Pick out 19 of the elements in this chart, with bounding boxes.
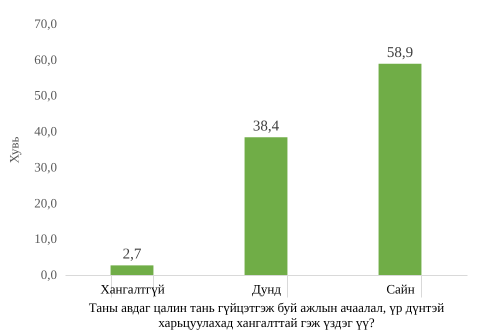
y-tick-label: 0,0 [40,267,57,282]
data-label: 38,4 [252,118,280,134]
y-tick-label: 70,0 [34,16,57,31]
y-tick-label: 60,0 [34,52,57,67]
data-label: 58,9 [386,44,414,61]
data-label: 2,7 [122,246,142,262]
x-axis-title: Таны авдаг цалин тань гүйцэтгэж буй ажлын ачаалал, үр дүнтэй харьцуулахад хангалттай гэж үздэг үү? [88,300,444,330]
y-tick-label: 30,0 [34,159,57,174]
x-tick-label: Хангалтгүй [100,282,165,296]
x-tick-label: Сайн [386,282,415,296]
y-tick-label: 50,0 [34,88,57,103]
bar [110,265,154,275]
bar [244,137,288,275]
x-tick-label: Дунд [252,282,282,296]
y-tick-label: 20,0 [34,195,57,210]
y-tick-label: 10,0 [34,231,57,246]
y-axis-title: Хувь [6,136,22,164]
bar [378,64,422,275]
y-tick-label: 40,0 [34,124,57,139]
